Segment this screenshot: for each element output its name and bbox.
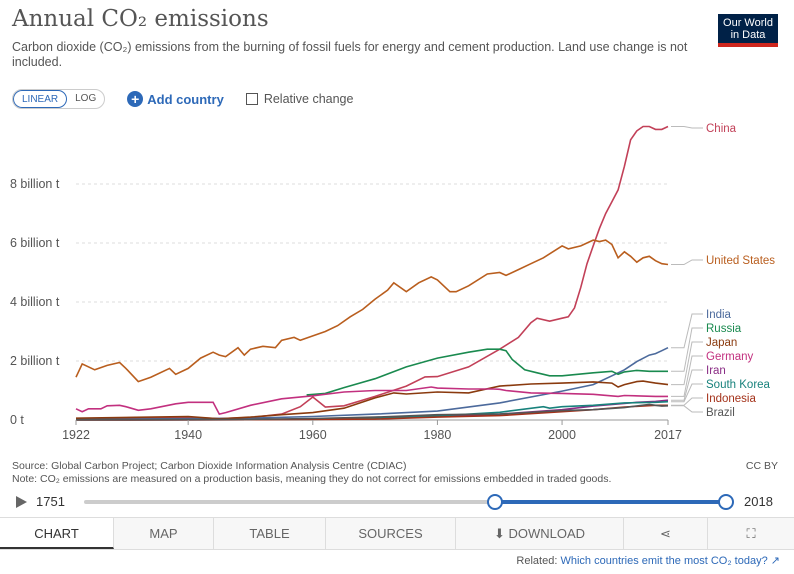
tab-table[interactable]: TABLE (214, 518, 326, 549)
log-scale-button[interactable]: LOG (75, 93, 97, 104)
tab-share[interactable]: ⋖ (624, 518, 708, 549)
legend-connector (671, 313, 703, 349)
logo-line-1: Our World (723, 17, 773, 29)
chart-subtitle: Carbon dioxide (CO₂) emissions from the … (12, 40, 688, 69)
timeline-end-handle[interactable] (718, 494, 734, 510)
tab-chart[interactable]: CHART (0, 518, 114, 549)
chart-controls: LINEAR LOG + Add country Relative change (12, 88, 353, 110)
x-tick-label: 1960 (299, 428, 327, 442)
series-line-india (75, 346, 669, 421)
x-tick-label: 1940 (174, 428, 202, 442)
note-text: Note: CO₂ emissions are measured on a pr… (12, 473, 612, 485)
timeline-end-year: 2018 (744, 494, 773, 509)
series-line-germany (75, 386, 668, 416)
axis-ticks: 0 t 2 billion t 4 billion t 6 billion t 8 bi… (10, 177, 682, 442)
chart-tabs: CHART MAP TABLE SOURCES ⬇ DOWNLOAD ⋖ ⛶ (0, 517, 794, 550)
y-tick-label: 6 billion t (10, 236, 60, 250)
legend-label-china: China (706, 123, 737, 135)
tab-map[interactable]: MAP (114, 518, 214, 549)
license-label[interactable]: CC BY (745, 460, 778, 472)
series-line-russia (306, 348, 668, 396)
legend-connector (671, 259, 703, 265)
external-link-icon: ↗ (770, 555, 780, 567)
legend-label-india: India (706, 309, 732, 321)
legend-label-brazil: Brazil (706, 407, 735, 419)
fullscreen-icon: ⛶ (746, 526, 756, 541)
legend-connector (671, 369, 703, 401)
owid-logo[interactable]: Our World in Data (718, 14, 778, 47)
relative-change-checkbox[interactable] (245, 93, 258, 105)
x-tick-label: 1980 (424, 428, 452, 442)
chart-title: Annual CO₂ emissions (12, 6, 269, 32)
timeline-start-year: 1751 (36, 494, 65, 509)
share-icon: ⋖ (660, 526, 671, 541)
timeline-slider: 1751 2018 (12, 492, 782, 512)
related-link-row: Related: Which countries emit the most C… (516, 554, 780, 567)
series-labels: China United States India Russia Japan German… (671, 123, 775, 419)
related-prefix: Related: (516, 555, 558, 567)
legend-label-russia: Russia (706, 323, 742, 335)
linear-scale-button[interactable]: LINEAR (13, 90, 68, 108)
play-icon[interactable] (16, 496, 27, 508)
x-tick-label: 2017 (654, 428, 682, 442)
series-line-brazil (75, 403, 669, 421)
line-chart: 0 t 2 billion t 4 billion t 6 billion t 8 bi… (10, 123, 775, 442)
y-tick-label: 8 billion t (10, 177, 60, 191)
legend-label-indonesia: Indonesia (706, 393, 756, 405)
source-text: Source: Global Carbon Project; Carbon Di… (12, 460, 407, 472)
add-country-button[interactable]: + Add country (127, 91, 224, 107)
legend-connector (671, 355, 703, 397)
download-icon: ⬇ (493, 526, 505, 541)
y-tick-label: 4 billion t (10, 295, 60, 309)
series-line-united-states (75, 239, 669, 383)
timeline-track[interactable] (84, 500, 728, 504)
legend-connector (671, 327, 703, 372)
series-line-japan (75, 380, 669, 420)
related-article-link[interactable]: Which countries emit the most CO₂ today? (560, 555, 768, 567)
tab-download[interactable]: ⬇ DOWNLOAD (456, 518, 624, 549)
source-note: Source: Global Carbon Project; Carbon Di… (12, 460, 611, 486)
tab-fullscreen[interactable]: ⛶ (708, 518, 794, 549)
timeline-start-handle[interactable] (487, 494, 503, 510)
scale-toggle: LINEAR LOG (12, 89, 106, 109)
timeline-selected-range (495, 500, 725, 504)
legend-connector (671, 383, 703, 403)
legend-connector (671, 405, 703, 413)
series-line-china (75, 125, 669, 421)
y-tick-label: 0 t (10, 413, 24, 427)
legend-label-south-korea: South Korea (706, 379, 771, 391)
logo-line-2: in Data (730, 29, 766, 41)
series-lines (75, 125, 669, 421)
x-tick-label: 1922 (62, 428, 90, 442)
legend-label-germany: Germany (706, 351, 754, 363)
add-country-label: Add country (147, 91, 224, 107)
y-tick-label: 2 billion t (10, 354, 60, 368)
relative-change-label: Relative change (263, 92, 354, 106)
relative-change-toggle[interactable]: Relative change (245, 92, 354, 106)
x-tick-label: 2000 (548, 428, 576, 442)
legend-label-iran: Iran (706, 365, 726, 377)
legend-connector (671, 341, 703, 386)
legend-label-japan: Japan (706, 337, 737, 349)
plus-circle-icon: + (127, 91, 144, 107)
legend-connector (671, 126, 703, 129)
tab-download-label: DOWNLOAD (508, 526, 586, 541)
tab-sources[interactable]: SOURCES (326, 518, 456, 549)
legend-label-united-states: United States (706, 255, 775, 267)
